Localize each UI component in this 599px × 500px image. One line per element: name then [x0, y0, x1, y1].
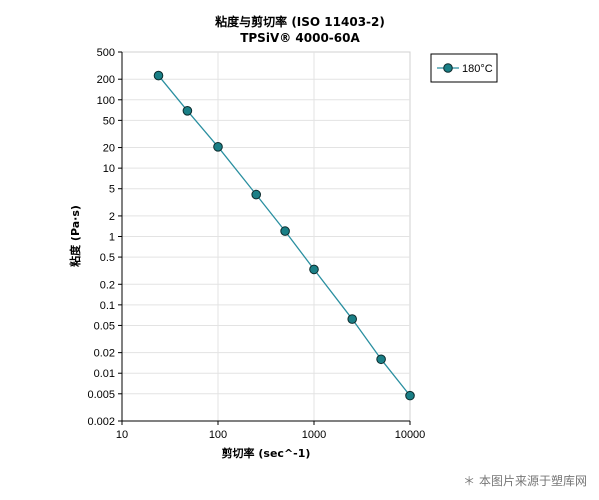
x-tick-label: 10 — [116, 429, 128, 441]
data-point — [347, 314, 358, 324]
y-tick-label: 1 — [109, 232, 115, 244]
y-tick-label: 100 — [97, 95, 115, 107]
x-tick-label: 100 — [209, 429, 227, 441]
y-tick-label: 0.2 — [100, 279, 115, 291]
x-axis-ticks: 10 100 1000 10000 — [116, 421, 425, 441]
chart-title: 粘度与剪切率 (ISO 11403-2) — [215, 14, 385, 29]
y-tick-label: 0.5 — [100, 252, 115, 264]
data-point — [153, 70, 164, 81]
chart-subtitle: TPSiV® 4000-60A — [240, 31, 360, 45]
data-point — [251, 189, 262, 200]
legend-label-180c: 180°C — [462, 63, 493, 75]
y-tick-label: 500 — [97, 47, 115, 59]
x-tick-label: 10000 — [395, 429, 426, 441]
data-point — [182, 105, 193, 116]
y-tick-label: 5 — [109, 184, 115, 196]
x-tick-label: 1000 — [302, 429, 326, 441]
y-tick-label: 0.05 — [94, 320, 115, 332]
y-tick-label: 0.01 — [94, 368, 115, 380]
y-tick-label: 0.002 — [87, 416, 115, 428]
y-tick-label: 0.005 — [87, 389, 115, 401]
data-point — [405, 390, 415, 401]
y-tick-label: 0.1 — [100, 300, 115, 312]
y-tick-label: 0.02 — [94, 348, 115, 360]
y-axis-label: 粘度 (Pa·s) — [68, 205, 82, 267]
legend-swatch-marker — [443, 63, 453, 73]
series-180c — [153, 70, 415, 401]
grid — [122, 52, 410, 421]
y-tick-label: 2 — [109, 211, 115, 223]
y-tick-label: 200 — [97, 74, 115, 86]
y-tick-label: 10 — [103, 163, 115, 175]
data-point — [309, 264, 319, 275]
watermark: ＊ 本图片来源于塑库网 — [463, 473, 587, 488]
x-axis-label: 剪切率 (sec^-1) — [222, 446, 311, 460]
data-point — [376, 354, 386, 365]
legend: 180°C — [430, 53, 498, 83]
data-point — [213, 142, 223, 152]
y-axis-ticks: 0.002 0.005 0.01 0.02 0.05 0.1 0.2 0.5 1 2 5 10 20 50… — [87, 47, 122, 428]
data-point — [280, 226, 290, 236]
y-tick-label: 20 — [103, 143, 115, 155]
y-tick-label: 50 — [103, 115, 115, 127]
